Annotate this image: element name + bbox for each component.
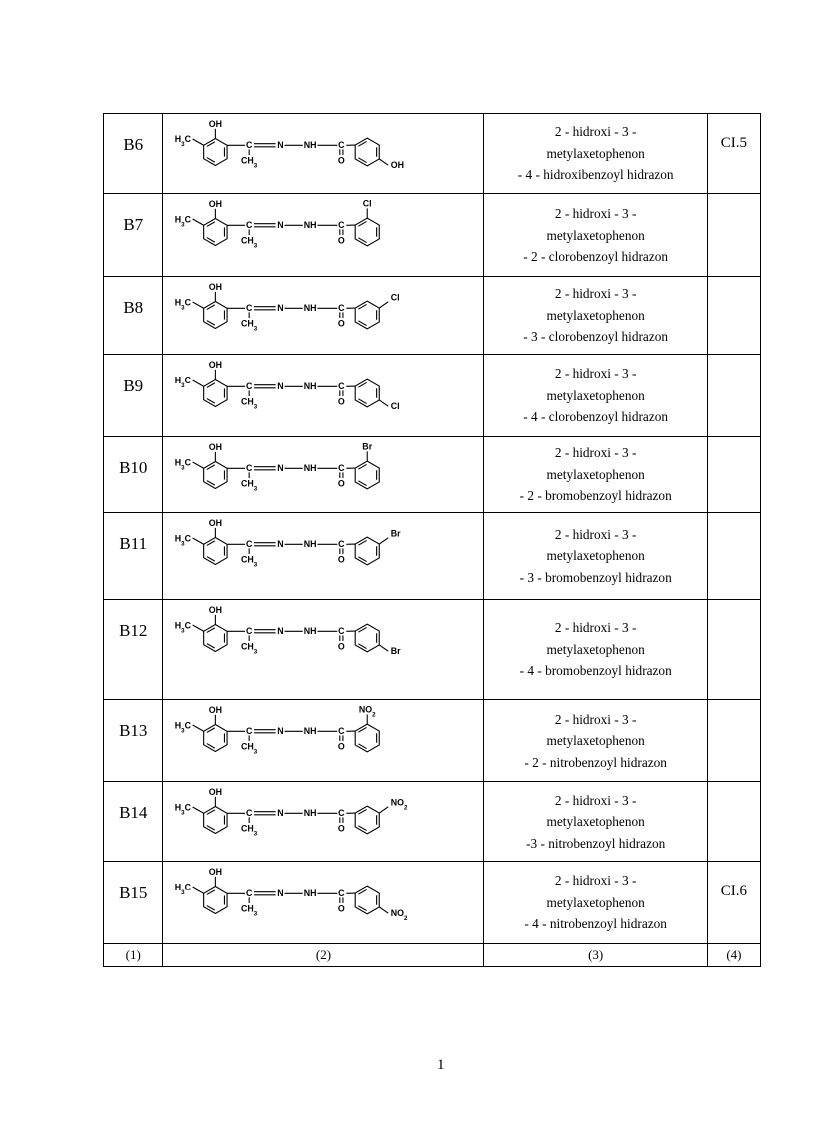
- svg-text:OH: OH: [209, 787, 222, 797]
- svg-text:CH3: CH3: [242, 742, 259, 756]
- svg-text:C: C: [339, 303, 346, 313]
- svg-text:CH3: CH3: [242, 824, 259, 838]
- svg-text:H3C: H3C: [175, 620, 192, 634]
- svg-text:H3C: H3C: [175, 803, 192, 817]
- svg-text:O: O: [338, 824, 345, 834]
- svg-text:Cl: Cl: [391, 401, 400, 411]
- svg-text:C: C: [246, 727, 253, 737]
- svg-text:Br: Br: [391, 646, 401, 656]
- svg-text:OH: OH: [209, 199, 222, 209]
- svg-text:CH3: CH3: [242, 155, 259, 169]
- svg-text:NH: NH: [304, 727, 317, 737]
- svg-text:N: N: [278, 727, 284, 737]
- svg-text:NO2: NO2: [391, 798, 408, 812]
- svg-text:NH: NH: [304, 626, 317, 636]
- svg-text:OH: OH: [209, 119, 222, 129]
- svg-text:N: N: [278, 220, 284, 230]
- svg-text:O: O: [338, 319, 345, 329]
- svg-text:C: C: [339, 727, 346, 737]
- svg-text:O: O: [338, 554, 345, 564]
- svg-text:N: N: [278, 539, 284, 549]
- svg-text:H3C: H3C: [175, 721, 192, 735]
- svg-text:CH3: CH3: [242, 641, 259, 655]
- svg-text:H3C: H3C: [175, 215, 192, 229]
- svg-text:OH: OH: [209, 518, 222, 528]
- svg-text:C: C: [339, 140, 346, 150]
- svg-text:C: C: [246, 381, 253, 391]
- svg-text:H3C: H3C: [175, 134, 192, 148]
- svg-text:N: N: [278, 303, 284, 313]
- svg-text:NH: NH: [304, 809, 317, 819]
- svg-text:H3C: H3C: [175, 533, 192, 547]
- svg-text:C: C: [339, 809, 346, 819]
- svg-text:Cl: Cl: [363, 199, 372, 209]
- svg-text:C: C: [339, 539, 346, 549]
- svg-text:O: O: [338, 742, 345, 752]
- svg-text:C: C: [339, 381, 346, 391]
- svg-text:OH: OH: [391, 160, 404, 170]
- svg-text:H3C: H3C: [175, 457, 192, 471]
- svg-text:OH: OH: [209, 282, 222, 292]
- svg-text:OH: OH: [209, 867, 222, 877]
- svg-text:C: C: [246, 220, 253, 230]
- svg-text:O: O: [338, 396, 345, 406]
- svg-text:NH: NH: [304, 463, 317, 473]
- svg-text:C: C: [339, 626, 346, 636]
- svg-text:Cl: Cl: [391, 293, 400, 303]
- svg-text:OH: OH: [209, 705, 222, 715]
- svg-text:OH: OH: [209, 442, 222, 452]
- svg-text:NH: NH: [304, 140, 317, 150]
- svg-text:NH: NH: [304, 889, 317, 899]
- svg-text:C: C: [246, 140, 253, 150]
- svg-text:N: N: [278, 626, 284, 636]
- svg-text:O: O: [338, 641, 345, 651]
- svg-text:N: N: [278, 809, 284, 819]
- svg-text:C: C: [246, 463, 253, 473]
- svg-text:Br: Br: [363, 441, 373, 451]
- svg-text:C: C: [246, 303, 253, 313]
- svg-text:OH: OH: [209, 359, 222, 369]
- svg-text:O: O: [338, 236, 345, 246]
- svg-text:NH: NH: [304, 381, 317, 391]
- svg-text:OH: OH: [209, 605, 222, 615]
- svg-text:CH3: CH3: [242, 396, 259, 410]
- svg-text:N: N: [278, 381, 284, 391]
- svg-text:H3C: H3C: [175, 375, 192, 389]
- svg-text:CH3: CH3: [242, 904, 259, 918]
- svg-text:N: N: [278, 140, 284, 150]
- svg-text:CH3: CH3: [242, 319, 259, 333]
- svg-text:H3C: H3C: [175, 883, 192, 897]
- svg-text:C: C: [246, 626, 253, 636]
- svg-text:C: C: [339, 220, 346, 230]
- svg-text:CH3: CH3: [242, 554, 259, 568]
- svg-text:C: C: [339, 463, 346, 473]
- svg-text:C: C: [246, 809, 253, 819]
- svg-text:O: O: [338, 155, 345, 165]
- svg-text:O: O: [338, 478, 345, 488]
- svg-text:NH: NH: [304, 303, 317, 313]
- svg-text:N: N: [278, 889, 284, 899]
- svg-text:N: N: [278, 463, 284, 473]
- svg-text:NH: NH: [304, 220, 317, 230]
- svg-text:H3C: H3C: [175, 298, 192, 312]
- svg-text:O: O: [338, 904, 345, 914]
- svg-text:C: C: [246, 889, 253, 899]
- svg-text:NO2: NO2: [391, 908, 408, 922]
- svg-text:CH3: CH3: [242, 478, 259, 492]
- svg-text:NH: NH: [304, 539, 317, 549]
- svg-text:CH3: CH3: [242, 236, 259, 250]
- svg-text:C: C: [339, 889, 346, 899]
- svg-text:C: C: [246, 539, 253, 549]
- svg-text:Br: Br: [391, 528, 401, 538]
